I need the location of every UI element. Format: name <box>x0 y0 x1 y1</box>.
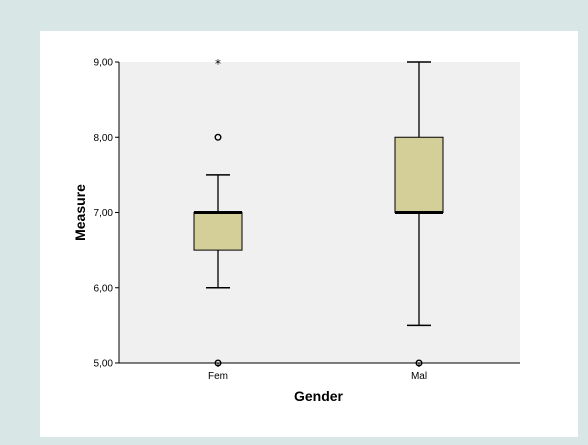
extreme-marker: * <box>215 57 221 71</box>
boxplot-chart: 5,00 6,00 7,00 8,00 9,00 Fem Mal * Measure Ge… <box>72 57 520 404</box>
y-tick-label: 5,00 <box>94 359 114 370</box>
box-group-fem: * <box>193 57 243 367</box>
x-axis-title: Gender <box>294 388 344 404</box>
y-tick-label: 7,00 <box>94 208 114 219</box>
y-tick-label: 6,00 <box>94 283 114 294</box>
box-iqr <box>394 136 444 213</box>
outlier-marker <box>214 359 222 367</box>
outlier-marker <box>415 359 423 367</box>
x-tick-label: Mal <box>411 371 427 382</box>
x-axis: Fem Mal <box>119 362 520 382</box>
y-axis: 5,00 6,00 7,00 8,00 9,00 <box>94 58 120 370</box>
x-tick-label: Fem <box>208 371 228 382</box>
plot-area <box>119 62 520 363</box>
box-series: * <box>193 57 444 367</box>
box-iqr <box>193 212 243 251</box>
box-group-mal <box>394 61 444 367</box>
chart-canvas: 5,00 6,00 7,00 8,00 9,00 Fem Mal * Measure Ge… <box>40 31 578 437</box>
outlier-marker <box>214 133 222 141</box>
y-axis-title: Measure <box>72 184 88 241</box>
y-tick-label: 9,00 <box>94 58 114 69</box>
y-tick-label: 8,00 <box>94 133 114 144</box>
